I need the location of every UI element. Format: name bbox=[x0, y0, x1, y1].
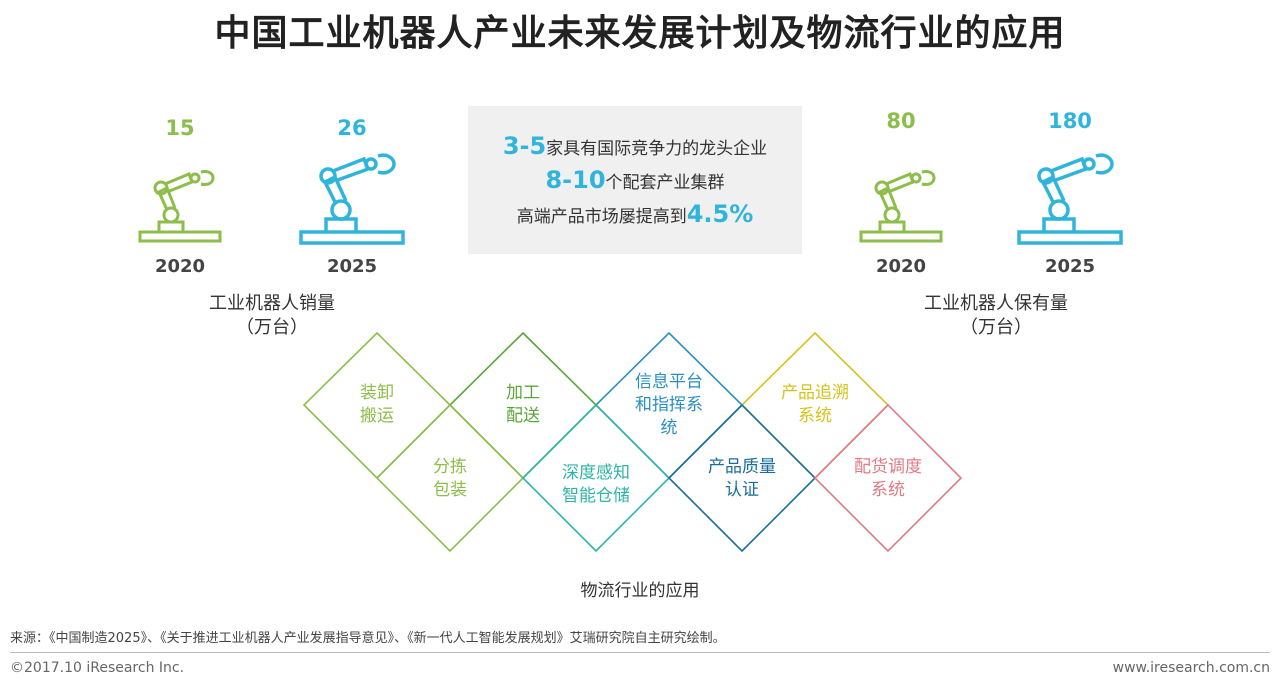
robot-arm-icon bbox=[1017, 153, 1123, 245]
sales-2020-value: 15 bbox=[165, 116, 195, 140]
app-smart-warehouse-label: 深度感知 智能仓储 bbox=[562, 463, 630, 506]
holdings-2020-value: 80 bbox=[886, 109, 916, 133]
page-title: 中国工业机器人产业未来发展计划及物流行业的应用 bbox=[214, 13, 1066, 54]
sales-caption-line2: （万台） bbox=[236, 317, 308, 338]
target-3-text: 高端产品市场屡提高到 bbox=[516, 207, 687, 227]
website-link[interactable]: www.iresearch.com.cn bbox=[1112, 660, 1270, 676]
source-note: 来源：《中国制造2025》、《关于推进工业机器人产业发展指导意见》、《新一代人工… bbox=[10, 631, 726, 646]
diamond-smart-warehouse bbox=[521, 403, 671, 553]
robot-arm-icon bbox=[299, 153, 405, 245]
diamond-quality bbox=[667, 403, 817, 553]
diamond-dispatch bbox=[813, 403, 963, 553]
target-3-value: 4.5% bbox=[686, 200, 754, 228]
sales-year-2025: 2025 bbox=[326, 256, 378, 277]
holdings-year-2020: 2020 bbox=[875, 256, 927, 277]
footer-divider bbox=[10, 652, 1270, 653]
app-info-platform-label: 信息平台 和指挥系统 bbox=[635, 372, 703, 438]
app-quality-label: 产品质量 认证 bbox=[708, 457, 776, 500]
app-traceability-label: 产品追溯 系统 bbox=[781, 383, 849, 426]
app-processing-label: 加工 配送 bbox=[506, 383, 540, 426]
app-loading-label: 装卸 搬运 bbox=[360, 383, 394, 426]
sales-caption-line1: 工业机器人销量 bbox=[209, 293, 335, 314]
targets-infobox: 3-5家具有国际竞争力的龙头企业 8-10个配套产业集群 高端产品市场屡提高到4… bbox=[468, 106, 802, 254]
holdings-caption-line2: （万台） bbox=[960, 317, 1032, 338]
holdings-2025-value: 180 bbox=[1048, 109, 1092, 133]
target-2-value: 8-10 bbox=[545, 166, 606, 194]
holdings-caption-line1: 工业机器人保有量 bbox=[924, 293, 1068, 314]
sales-year-2020: 2020 bbox=[154, 256, 206, 277]
target-2-text: 个配套产业集群 bbox=[605, 173, 725, 193]
target-line-1: 3-5家具有国际竞争力的龙头企业 bbox=[468, 132, 802, 160]
holdings-year-2025: 2025 bbox=[1044, 256, 1096, 277]
sales-caption: 工业机器人销量 （万台） bbox=[172, 292, 372, 340]
app-dispatch-label: 配货调度 系统 bbox=[854, 457, 922, 500]
target-1-value: 3-5 bbox=[502, 132, 547, 160]
sales-2025-value: 26 bbox=[337, 116, 367, 140]
robot-arm-icon bbox=[138, 170, 222, 243]
applications-caption: 物流行业的应用 bbox=[580, 581, 700, 601]
target-line-3: 高端产品市场屡提高到4.5% bbox=[468, 200, 802, 228]
diamond-sorting bbox=[375, 403, 525, 553]
robot-arm-icon bbox=[859, 170, 943, 243]
target-1-text: 家具有国际竞争力的龙头企业 bbox=[546, 139, 768, 159]
holdings-caption: 工业机器人保有量 （万台） bbox=[886, 292, 1106, 340]
target-line-2: 8-10个配套产业集群 bbox=[468, 166, 802, 194]
app-sorting-label: 分拣 包装 bbox=[433, 457, 467, 500]
copyright: ©2017.10 iResearch Inc. bbox=[10, 660, 185, 676]
